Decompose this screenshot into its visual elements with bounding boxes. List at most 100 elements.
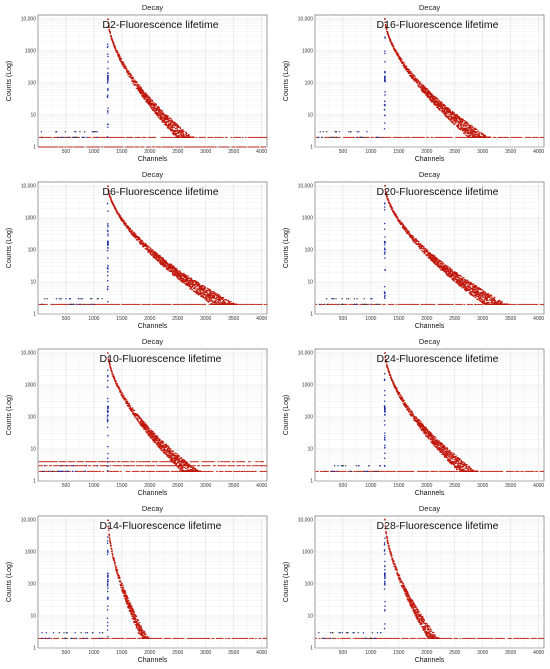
data-point [334,131,336,133]
data-point [138,84,140,86]
data-point [79,146,82,148]
data-point [107,22,110,24]
data-point [445,112,448,115]
data-point [222,297,224,299]
data-point [171,128,174,130]
data-point [447,136,450,138]
data-point [430,100,433,102]
data-point [133,81,135,83]
data-point [225,302,227,304]
data-point [443,112,445,114]
data-point [114,48,117,50]
data-point [79,303,81,305]
data-point [384,21,387,23]
data-point [97,298,99,300]
data-point [407,136,410,138]
data-point [115,303,118,305]
data-point [174,133,177,135]
data-point [205,289,207,291]
data-point [446,272,448,274]
data-point [214,301,217,303]
data-point [76,136,78,138]
data-point [145,93,148,95]
data-point [461,121,464,123]
data-point [119,58,121,60]
data-point [408,303,411,305]
y-tick-label: 10 [307,113,313,119]
data-point [171,126,173,128]
data-point [140,243,143,245]
data-point [177,270,179,272]
data-point [396,52,399,55]
data-point [166,269,169,271]
data-point [318,136,320,138]
data-point [424,252,426,254]
data-point [405,67,407,69]
data-point [51,303,54,305]
data-point [454,114,456,116]
data-point [454,117,457,119]
x-tick-label: 1000 [365,149,376,155]
data-point [429,303,431,305]
data-point [157,260,159,262]
data-point [511,303,514,305]
data-point [169,146,172,148]
chart-supertitle: Decay [419,170,441,179]
data-point [450,118,453,120]
data-point [139,242,141,245]
data-point [403,136,406,138]
data-point [473,127,475,129]
data-point [132,76,134,78]
data-point [481,303,484,305]
data-point [171,120,174,123]
data-point [489,136,491,138]
data-point [54,303,57,305]
data-point [126,69,129,72]
data-point [148,96,151,98]
data-point [180,146,183,148]
data-point [148,101,150,103]
data-point [112,42,115,44]
data-point [202,136,205,138]
data-point [433,254,435,257]
data-point [118,214,120,216]
data-point [130,76,132,78]
data-point [119,56,121,58]
data-point [95,136,97,138]
data-point [398,219,400,221]
data-point [390,208,393,210]
data-point [478,303,480,305]
data-point [202,295,204,297]
data-point [477,303,479,305]
data-point [476,133,479,135]
data-point [337,136,340,138]
plot-frame [314,181,545,315]
data-point [443,266,446,268]
data-point [142,92,145,94]
data-point [384,236,386,238]
data-point [432,258,435,260]
data-point [154,110,156,112]
data-point [116,211,119,213]
data-point [198,294,200,296]
data-point [455,278,458,280]
data-point [172,266,175,268]
data-point [412,240,415,242]
data-point [450,275,453,277]
data-point [208,295,211,297]
data-point [467,123,469,125]
data-point [132,82,134,84]
data-point [202,287,204,289]
data-point [210,146,212,148]
data-point [473,133,475,135]
data-point [383,78,386,81]
data-point [132,235,135,237]
data-point [155,110,158,112]
data-point [411,72,413,74]
data-point [83,136,86,138]
data-point [157,146,160,148]
data-point [434,104,436,106]
data-point [250,136,253,138]
data-point [354,303,357,305]
data-point [182,280,184,282]
